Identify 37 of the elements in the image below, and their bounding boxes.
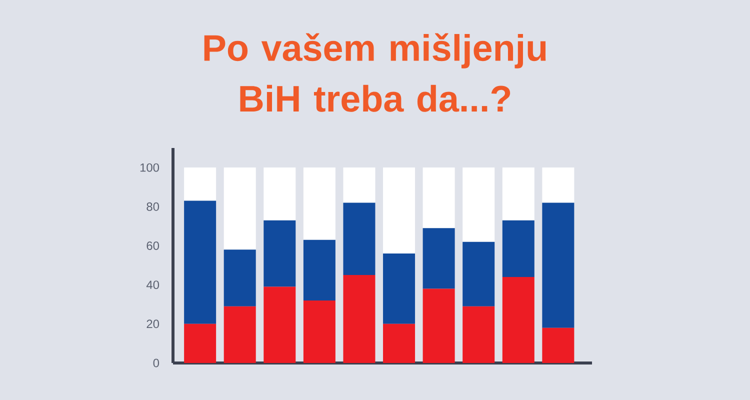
bar	[462, 242, 495, 306]
bar	[303, 168, 336, 240]
bar	[422, 288, 455, 363]
bar	[383, 254, 416, 324]
bar	[343, 168, 376, 203]
bar	[383, 324, 416, 363]
bar	[264, 220, 296, 287]
bar	[462, 306, 495, 363]
bar	[502, 277, 534, 363]
bar	[343, 275, 376, 363]
y-tick-label: 0	[153, 358, 160, 368]
bar	[383, 168, 416, 254]
bar	[224, 306, 256, 363]
bar	[343, 202, 376, 276]
y-tick-label: 20	[146, 320, 160, 328]
bar	[303, 300, 336, 363]
y-tick-label: 40	[146, 280, 160, 290]
bar	[264, 168, 296, 220]
bar	[542, 168, 574, 203]
bar	[422, 228, 455, 289]
bar	[224, 168, 256, 250]
chart-title: Po vašem mišljenju BiH treba da...?	[204, 33, 546, 112]
bar	[184, 168, 216, 201]
y-tick-label: 60	[146, 242, 160, 250]
y-tick-label: 100	[140, 163, 160, 172]
bar	[184, 200, 216, 324]
bar	[184, 324, 216, 363]
bar	[264, 286, 296, 363]
bar	[224, 250, 256, 306]
bar	[502, 168, 534, 220]
bar	[502, 220, 534, 277]
bar	[422, 168, 455, 228]
y-tick-label: 80	[146, 202, 160, 211]
bar	[462, 168, 495, 242]
bar	[542, 328, 574, 363]
bar	[303, 240, 336, 300]
bar	[542, 202, 574, 328]
